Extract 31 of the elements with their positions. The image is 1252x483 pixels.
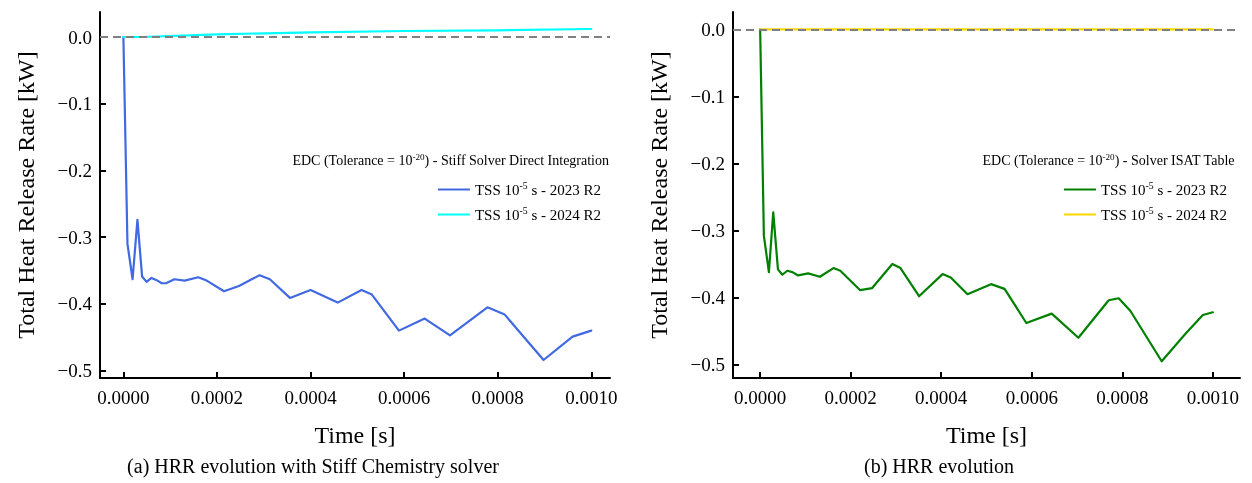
y-tick-label: −0.4 [57,293,93,315]
y-tick-label: −0.3 [690,220,725,242]
y-tick-label: −0.5 [690,354,725,376]
line-series [122,27,593,39]
x-axis-title: Time [s] [314,422,396,448]
x-tick-label: 0.0010 [565,387,618,408]
text: (b) HRR evolution [864,455,1014,478]
x-tick-label: 0.0010 [1186,387,1239,408]
y-tick-label: −0.3 [57,226,92,248]
y-axis-title: Total Heat Release Rate [kW] [646,51,672,339]
x-tick-label: 0.0008 [1096,387,1149,408]
x-axis-title: Time [s] [945,422,1028,448]
x-tick-label: 0.0002 [824,387,877,408]
x-tick-label: 0.0008 [471,387,524,408]
x-tick-label: 0.0000 [734,387,787,408]
y-tick-label: 0.0 [68,26,92,48]
x-tick-label: 0.0006 [378,387,431,408]
x-tick-label: 0.0004 [284,387,338,408]
y-tick-label: 0.0 [701,18,725,40]
y-tick-label: −0.5 [57,360,92,382]
x-tick-label: 0.0000 [97,387,150,408]
y-tick-label: −0.1 [57,93,92,115]
x-tick-label: 0.0004 [915,387,968,408]
text: (a) HRR evolution with Stiff Chemistry solver [127,455,500,478]
y-tick-label: −0.1 [690,85,725,107]
y-tick-label: −0.4 [690,287,726,309]
y-tick-label: −0.2 [57,159,92,181]
y-tick-label: −0.2 [690,152,725,174]
y-axis-title: Total Heat Release Rate [kW] [13,51,39,339]
x-tick-label: 0.0006 [1005,387,1058,408]
x-tick-label: 0.0002 [190,387,244,408]
